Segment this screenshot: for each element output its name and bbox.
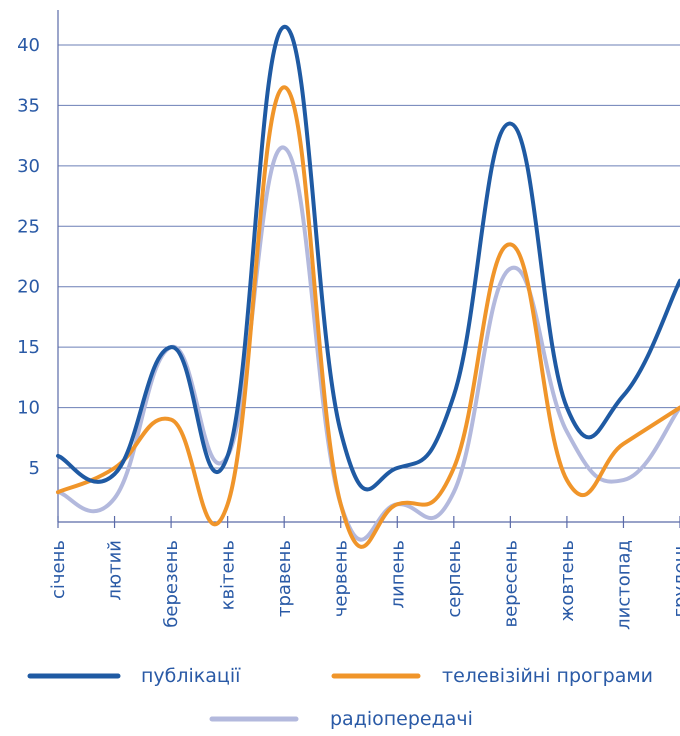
x-tick-label-8: вересень <box>500 540 521 628</box>
y-tick-label-15: 15 <box>17 337 40 358</box>
x-tick-label-7: серпень <box>444 540 465 618</box>
x-tick-label-6: липень <box>387 540 408 608</box>
series-line-0 <box>56 24 680 492</box>
y-tick-labels: 5 10 15 20 25 30 35 40 <box>17 35 40 479</box>
x-tick-label-10: листопад <box>613 540 634 630</box>
y-tick-label-5: 5 <box>29 458 40 479</box>
x-tick-label-5: червень <box>331 540 352 617</box>
x-tick-label-3: квітень <box>218 540 239 610</box>
y-tick-label-20: 20 <box>17 277 40 298</box>
x-tick-label-4: травень <box>274 540 295 617</box>
x-tick-label-9: жовтень <box>557 540 578 622</box>
x-tick-label-1: лютий <box>105 540 126 601</box>
y-tick-label-10: 10 <box>17 398 40 419</box>
legend: публікації телевізійні програми радіоперед… <box>27 665 653 730</box>
axes <box>57 10 680 523</box>
legend-label-0: публікації <box>141 665 241 687</box>
x-tick-label-0: січень <box>48 540 69 599</box>
x-tick-label-11: грудень <box>670 540 680 617</box>
legend-label-2: радіопередачі <box>330 708 473 730</box>
x-tick-labels: січень лютий березень квітень травень червень… <box>48 516 680 630</box>
series-line-1 <box>56 85 680 549</box>
y-tick-label-30: 30 <box>17 156 40 177</box>
series-lines <box>56 24 680 549</box>
y-tick-label-35: 35 <box>17 95 40 116</box>
y-tick-label-25: 25 <box>17 216 40 237</box>
series-line-2 <box>56 145 680 542</box>
x-tick-label-2: березень <box>161 540 182 628</box>
legend-label-1: телевізійні програми <box>442 665 653 687</box>
gridlines <box>58 44 680 469</box>
y-tick-label-40: 40 <box>17 35 40 56</box>
